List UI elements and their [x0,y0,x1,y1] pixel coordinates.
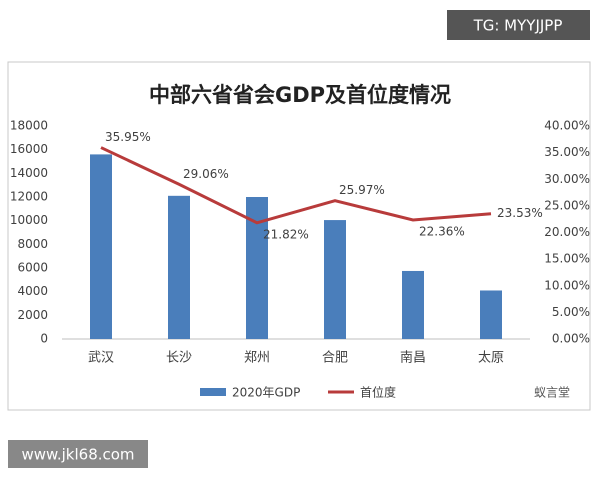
y-tick-label: 12000 [10,190,48,204]
y-tick-label: 6000 [17,261,48,275]
y2-tick-label: 35.00% [544,145,590,159]
y-tick-label: 4000 [17,284,48,298]
tag-box [447,10,590,40]
bar [480,290,502,339]
data-label: 21.82% [263,227,309,241]
legend-swatch [200,388,226,396]
y2-tick-label: 10.00% [544,278,590,292]
bar [90,154,112,339]
x-tick-label: 郑州 [244,351,270,366]
brand-watermark: 蚁言堂 [534,386,570,400]
line [100,146,492,225]
tag-text: TG: MYYJJPP [473,17,563,35]
data-label: 25.97% [339,183,385,197]
y-tick-label: 14000 [10,166,48,180]
x-tick-label: 长沙 [166,351,192,366]
legend-label: 首位度 [360,385,396,400]
data-label: 23.53% [497,206,543,220]
x-tick-label: 合肥 [322,351,348,366]
y2-tick-label: 5.00% [552,305,590,319]
site-text: www.jkl68.com [21,446,134,464]
site-box [8,440,148,468]
y2-tick-label: 40.00% [544,119,590,133]
y2-tick-label: 25.00% [544,198,590,212]
y-tick-label: 8000 [17,237,48,251]
chart-title: 中部六省省会GDP及首位度情况 [149,83,451,107]
bar [324,220,346,339]
y-tick-label: 2000 [17,308,48,322]
y-tick-label: 0 [40,332,48,346]
bar [168,195,190,339]
data-label: 22.36% [419,224,465,238]
bar [246,197,268,339]
x-tick-label: 南昌 [400,350,426,366]
data-label: 35.95% [105,130,151,144]
y2-tick-label: 20.00% [544,225,590,239]
y-tick-label: 16000 [10,142,48,156]
y-tick-label: 18000 [10,119,48,133]
x-tick-label: 太原 [478,351,504,366]
bar [402,270,424,339]
data-label: 29.06% [183,167,229,181]
legend-label: 2020年GDP [232,386,300,400]
y2-tick-label: 30.00% [544,172,590,186]
y2-tick-label: 15.00% [544,252,590,266]
y2-tick-label: 0.00% [552,332,590,346]
y-tick-label: 10000 [10,213,48,227]
x-tick-label: 武汉 [88,351,114,366]
